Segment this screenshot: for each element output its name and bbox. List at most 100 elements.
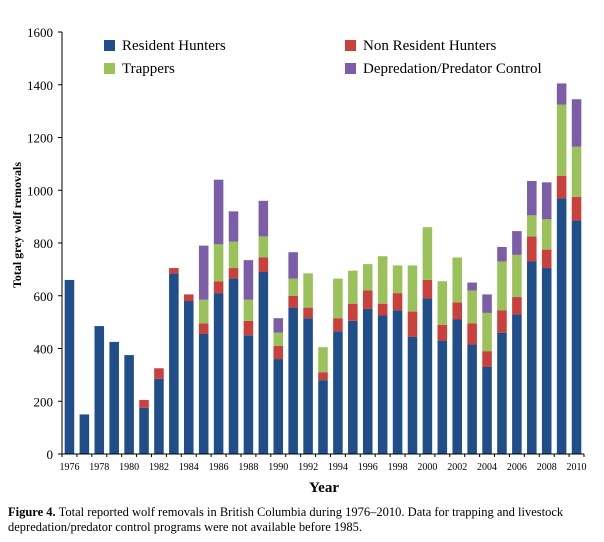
bar-segment-non-resident-hunters-2001	[437, 324, 448, 341]
x-tick-label: 1986	[209, 462, 229, 473]
bar-segment-resident-hunters-1987	[228, 278, 239, 454]
bar-segment-resident-hunters-1988	[243, 335, 254, 454]
bar-segment-trappers-2010	[571, 146, 582, 197]
bar-segment-non-resident-hunters-1999	[407, 311, 418, 337]
bar-segment-depredation-predator-control-1987	[228, 211, 239, 242]
bar-segment-trappers-2007	[527, 215, 537, 237]
x-tick-label: 1998	[388, 462, 408, 473]
bar-segment-non-resident-hunters-2002	[452, 302, 463, 320]
bar-segment-resident-hunters-1983	[169, 273, 179, 454]
x-tick-label: 2008	[537, 462, 557, 473]
bar-segment-non-resident-hunters-1990	[273, 345, 284, 360]
bar-segment-trappers-1988	[243, 299, 254, 321]
figure-caption: Figure 4. Total reported wolf removals i…	[8, 505, 598, 535]
bar-segment-resident-hunters-1984	[183, 301, 194, 454]
bar-segment-trappers-1998	[392, 265, 403, 294]
bar-segment-trappers-2009	[556, 104, 567, 176]
bar-segment-depredation-predator-control-1986	[213, 179, 224, 245]
legend-label: Depredation/Predator Control	[363, 61, 542, 77]
bar-segment-non-resident-hunters-2000	[422, 279, 433, 299]
y-tick-label: 400	[34, 342, 54, 357]
y-axis: 0 200 400 600 800 1000 1200 1400 1600	[27, 25, 63, 462]
bar-segment-resident-hunters-1992	[303, 318, 313, 454]
bar-segment-resident-hunters-2002	[452, 319, 463, 454]
bar-segment-non-resident-hunters-1998	[392, 293, 403, 311]
x-tick-label: 1992	[298, 462, 318, 473]
bar-segment-resident-hunters-1985	[198, 333, 209, 454]
bar-segment-non-resident-hunters-2005	[497, 310, 507, 333]
x-tick-label: 2000	[417, 462, 437, 473]
y-tick-label: 1000	[27, 183, 53, 198]
legend-swatch	[345, 63, 356, 74]
y-tick-label: 1400	[27, 78, 53, 93]
bar-segment-non-resident-hunters-1991	[288, 295, 298, 308]
bar-segment-non-resident-hunters-1985	[198, 323, 209, 334]
bar-segment-depredation-predator-control-1985	[198, 245, 209, 300]
bar-segment-non-resident-hunters-2008	[541, 249, 552, 269]
bar-segment-non-resident-hunters-1988	[243, 320, 254, 336]
bar-segment-trappers-2003	[467, 290, 477, 324]
x-tick-label: 1978	[89, 462, 109, 473]
y-tick-label: 0	[47, 447, 54, 462]
bar-segment-trappers-1996	[362, 264, 373, 291]
bar-segment-resident-hunters-1997	[377, 315, 388, 454]
bar-segment-depredation-predator-control-2009	[556, 83, 567, 105]
bar-segment-trappers-1993	[318, 347, 328, 373]
bar-segment-resident-hunters-1980	[124, 355, 134, 454]
bar-segment-depredation-predator-control-2003	[467, 282, 477, 291]
bar-segment-resident-hunters-2004	[482, 366, 492, 454]
bar-segment-resident-hunters-1994	[333, 331, 343, 454]
x-axis-title: Year	[309, 480, 339, 496]
bar-segment-resident-hunters-1977	[79, 414, 90, 454]
bar-segment-resident-hunters-1993	[318, 380, 328, 454]
y-tick-label: 200	[34, 394, 54, 409]
bar-segment-non-resident-hunters-2004	[482, 351, 492, 367]
bar-segment-non-resident-hunters-1996	[362, 290, 373, 309]
x-tick-label: 1988	[238, 462, 258, 473]
bar-segment-trappers-1991	[288, 278, 298, 296]
x-tick-label: 1980	[119, 462, 139, 473]
x-axis: 1976 1978 1980 1982 1984 1986 1988 1990 1992 1994…	[59, 453, 587, 473]
bar-segment-non-resident-hunters-1994	[333, 318, 343, 332]
bar-segment-depredation-predator-control-2010	[571, 99, 582, 147]
bar-segment-resident-hunters-1979	[109, 341, 119, 454]
bar-segment-trappers-1989	[258, 236, 269, 258]
bar-segment-resident-hunters-2005	[497, 332, 507, 454]
legend-label: Trappers	[122, 61, 175, 77]
bar-segment-depredation-predator-control-2004	[482, 294, 492, 313]
y-tick-label: 800	[34, 236, 54, 251]
bar-segment-resident-hunters-1986	[213, 293, 224, 454]
bar-segment-trappers-2000	[422, 227, 433, 280]
x-tick-label: 2006	[507, 462, 527, 473]
bar-segment-trappers-2001	[437, 281, 448, 325]
legend-label: Resident Hunters	[122, 38, 226, 54]
x-tick-label: 1990	[268, 462, 288, 473]
bar-segment-depredation-predator-control-1988	[243, 260, 254, 300]
bar-segment-resident-hunters-2009	[556, 198, 567, 454]
bars	[64, 83, 582, 454]
bar-segment-non-resident-hunters-1995	[348, 303, 358, 321]
bar-segment-depredation-predator-control-1989	[258, 200, 269, 237]
y-tick-label: 600	[34, 289, 54, 304]
bar-segment-depredation-predator-control-2008	[541, 182, 552, 220]
bar-segment-resident-hunters-2010	[571, 220, 582, 454]
bar-segment-trappers-2006	[512, 254, 522, 298]
bar-segment-resident-hunters-2007	[527, 261, 537, 454]
bar-segment-depredation-predator-control-1990	[273, 318, 284, 333]
bar-segment-non-resident-hunters-2003	[467, 323, 477, 345]
bar-segment-resident-hunters-2001	[437, 340, 448, 454]
bar-segment-resident-hunters-1989	[258, 272, 269, 454]
bar-segment-non-resident-hunters-1984	[183, 294, 194, 302]
bar-segment-non-resident-hunters-2010	[571, 196, 582, 221]
y-tick-label: 1600	[27, 25, 53, 40]
bar-segment-resident-hunters-1976	[64, 279, 75, 454]
bar-segment-resident-hunters-2003	[467, 344, 477, 454]
bar-segment-non-resident-hunters-1981	[139, 399, 149, 408]
bar-segment-depredation-predator-control-2005	[497, 246, 507, 262]
bar-segment-non-resident-hunters-1987	[228, 268, 239, 279]
y-tick-label: 1200	[27, 131, 53, 146]
x-tick-label: 1982	[149, 462, 169, 473]
bar-segment-trappers-1990	[273, 332, 284, 346]
bar-segment-trappers-1987	[228, 241, 239, 269]
